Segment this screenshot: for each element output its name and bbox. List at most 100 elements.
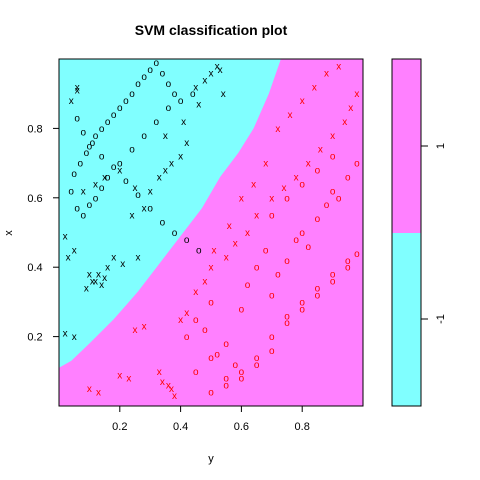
data-point: x [72,245,77,256]
data-point: o [93,193,99,204]
data-point: x [133,183,138,194]
data-point: o [254,353,260,364]
data-point: o [135,79,141,90]
data-point: x [87,270,92,281]
data-point: x [126,374,131,385]
data-point: x [348,103,353,114]
x-tick-label: 0.6 [234,421,249,433]
data-point: o [74,114,80,125]
data-point: x [181,117,186,128]
data-point: o [184,235,190,246]
x-axis-label: y [208,453,214,465]
data-point: o [160,218,166,229]
data-point: o [324,200,330,211]
data-point: x [160,377,165,388]
data-point: x [221,89,226,100]
data-point: x [96,270,101,281]
data-point: x [288,110,293,121]
data-point: x [84,284,89,295]
data-point: x [251,179,256,190]
data-point: x [202,277,207,288]
data-point: o [111,162,117,173]
data-point: o [284,193,290,204]
data-point: x [102,173,107,184]
data-point: x [224,252,229,263]
data-point: o [336,193,342,204]
data-point: o [254,263,260,274]
data-point: x [102,273,107,284]
data-point: x [318,145,323,156]
data-point: x [275,124,280,135]
data-point: x [69,96,74,107]
data-point: x [157,367,162,378]
x-axis: 0.2 0.4 0.6 0.8 [112,406,310,433]
data-point: x [212,245,217,256]
region-class-minus-1 [59,59,281,368]
data-point: o [269,346,275,357]
data-point: o [105,173,111,184]
data-point: o [141,131,147,142]
data-point: x [169,384,174,395]
data-point: x [93,179,98,190]
data-point: o [172,89,178,100]
data-point: o [196,245,202,256]
data-point: o [78,159,84,170]
data-point: x [163,131,168,142]
data-point: o [208,353,214,364]
data-point: o [315,284,321,295]
data-point: o [284,318,290,329]
data-point: x [93,277,98,288]
data-point: o [87,200,93,211]
data-point: x [133,325,138,336]
y-axis: 0.2 0.4 0.6 0.8 [27,123,59,344]
data-point: x [354,89,359,100]
data-point: o [239,374,245,385]
data-point: x [169,159,174,170]
data-point: o [239,304,245,315]
data-point: o [154,117,160,128]
data-point: x [178,315,183,326]
data-point: o [315,166,321,177]
data-point: x [233,238,238,249]
legend-swatch-class-1 [392,59,421,233]
data-point: x [172,391,177,402]
data-point: x [90,277,95,288]
data-point: x [157,173,162,184]
plot-frame [58,58,364,407]
data-point: o [111,110,117,121]
data-point: o [166,79,172,90]
data-point: x [209,263,214,274]
decision-regions [59,59,363,406]
data-point: x [227,221,232,232]
data-point: x [263,159,268,170]
color-legend: 1 -1 [391,58,447,407]
data-point: x [202,75,207,86]
data-point: o [269,291,275,302]
legend-label-class-1: 1 [435,143,447,149]
x-tick-label: 0.8 [295,421,310,433]
data-point: o [239,367,245,378]
data-point: x [142,204,147,215]
data-point: o [93,131,99,142]
y-tick-label: 0.2 [27,332,42,344]
data-point: o [90,138,96,149]
data-point: x [342,117,347,128]
data-point: x [193,287,198,298]
data-point: o [160,68,166,79]
data-point: x [300,96,305,107]
data-point: o [293,235,299,246]
data-point: o [208,388,214,399]
data-point: o [178,96,184,107]
data-point: x [245,228,250,239]
data-point: x [72,332,77,343]
data-point: o [193,367,199,378]
data-point: x [324,68,329,79]
data-point: x [142,322,147,333]
data-point: o [208,297,214,308]
data-point: o [154,58,160,69]
data-point: x [166,381,171,392]
data-point: o [141,72,147,83]
data-point: o [330,152,336,163]
data-point: o [214,349,220,360]
data-point: x [120,259,125,270]
